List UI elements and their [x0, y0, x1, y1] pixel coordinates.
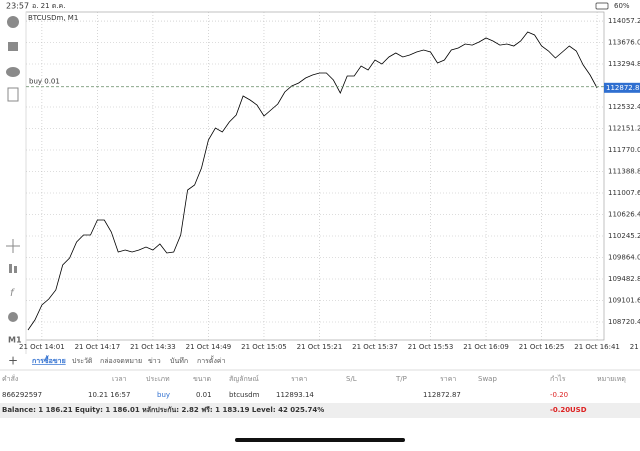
footer-currency: USD	[570, 406, 587, 414]
price-line	[27, 31, 598, 331]
y-tick-label: 112151.20	[608, 125, 640, 133]
tab[interactable]: บันทึก	[170, 356, 188, 365]
icon-candles	[9, 264, 12, 273]
tab[interactable]: การตั้งค่า	[197, 354, 226, 365]
y-tick-label: 109482.80	[608, 275, 640, 283]
footer-profit: -0.20	[550, 406, 570, 414]
battery-icon	[595, 2, 609, 10]
x-tick-label: 21 Oct 14:49	[186, 343, 232, 351]
table-cell: 112872.87	[423, 391, 461, 399]
table-cell: -0.20	[550, 391, 568, 399]
y-tick-label: 108720.40	[608, 318, 640, 326]
home-indicator	[235, 438, 405, 442]
y-tick-label: 113676.00	[608, 39, 640, 47]
current-price-box	[604, 82, 640, 93]
icon-chat	[6, 67, 20, 77]
x-tick-label: 21 Oct 16:25	[519, 343, 565, 351]
table-header: ราคา	[440, 375, 456, 383]
y-tick-label: 111388.80	[608, 168, 640, 176]
table-cell: buy	[157, 391, 170, 399]
table-header: ประเภท	[146, 375, 170, 383]
icon-candles	[14, 266, 17, 273]
icon-f: f	[10, 288, 15, 299]
table-header: กำไร	[550, 374, 566, 383]
y-tick-label: 114057.20	[608, 17, 640, 25]
icon-trade	[8, 42, 18, 51]
x-tick-label: 21 Oct 15:05	[241, 343, 287, 351]
date: อ. 21 ต.ค.	[32, 2, 65, 10]
tab[interactable]: การซื้อขาย	[32, 354, 66, 365]
table-cell: btcusdm	[229, 391, 260, 399]
x-tick-label: 21 Oct 16:09	[463, 343, 509, 351]
y-tick-label: 112532.40	[608, 103, 640, 111]
table-cell: 0.01	[196, 391, 212, 399]
battery: 60%	[614, 2, 630, 10]
timeframe[interactable]: M1	[8, 336, 22, 345]
y-tick-label: 111770.00	[608, 146, 640, 154]
table-cell: 10.21 16:57	[88, 391, 130, 399]
toolbar-icons: f	[6, 16, 20, 322]
current-price-label: 112872.87	[606, 84, 640, 92]
y-tick-label: 109101.60	[608, 297, 640, 305]
footer-summary: Balance: 1 186.21 Equity: 1 186.01 หลักป…	[2, 406, 324, 414]
x-tick-label: 21 Oct 15:21	[297, 343, 343, 351]
table-header: สัญลักษณ์	[229, 375, 259, 383]
table-cell: 866292597	[2, 391, 42, 399]
footer-bar	[0, 403, 640, 418]
icon-account	[7, 16, 19, 28]
table-header: ขนาด	[193, 375, 211, 383]
icon-cross	[6, 239, 20, 253]
add-button[interactable]: +	[8, 354, 18, 368]
chart-title: BTCUSDm, M1	[28, 14, 78, 22]
x-tick-label: 21 Oct 14:17	[75, 343, 121, 351]
x-tick-label: 21 Oct 14:01	[19, 343, 65, 351]
table-header: คำสั่ง	[2, 374, 18, 383]
x-tick-label: 21 Oct 16:57	[630, 343, 640, 351]
table-header: Swap	[478, 375, 497, 383]
table-header: เวลา	[112, 375, 127, 383]
table-header: S/L	[346, 375, 357, 383]
y-tick-label: 113294.80	[608, 60, 640, 68]
x-tick-label: 21 Oct 15:37	[352, 343, 398, 351]
x-tick-label: 21 Oct 16:41	[574, 343, 620, 351]
y-tick-label: 110626.40	[608, 211, 640, 219]
x-tick-label: 21 Oct 15:53	[408, 343, 454, 351]
table-header: T/P	[395, 375, 407, 383]
plot-frame	[25, 11, 605, 341]
table-header: ราคา	[291, 375, 307, 383]
x-tick-label: 21 Oct 14:33	[130, 343, 176, 351]
y-tick-label: 110245.20	[608, 232, 640, 240]
tab[interactable]: ประวัติ	[72, 357, 93, 365]
table-header: หมายเหตุ	[597, 375, 626, 383]
position-label: buy 0.01	[29, 78, 60, 86]
tab[interactable]: กล่องจดหมาย	[100, 357, 142, 365]
table-cell: 112893.14	[276, 391, 314, 399]
clock: 23:57	[6, 2, 29, 11]
icon-objects	[8, 312, 18, 322]
y-tick-label: 111007.60	[608, 189, 640, 197]
icon-doc	[7, 87, 19, 102]
y-tick-label: 109864.00	[608, 254, 640, 262]
tab[interactable]: ข่าว	[148, 357, 161, 365]
